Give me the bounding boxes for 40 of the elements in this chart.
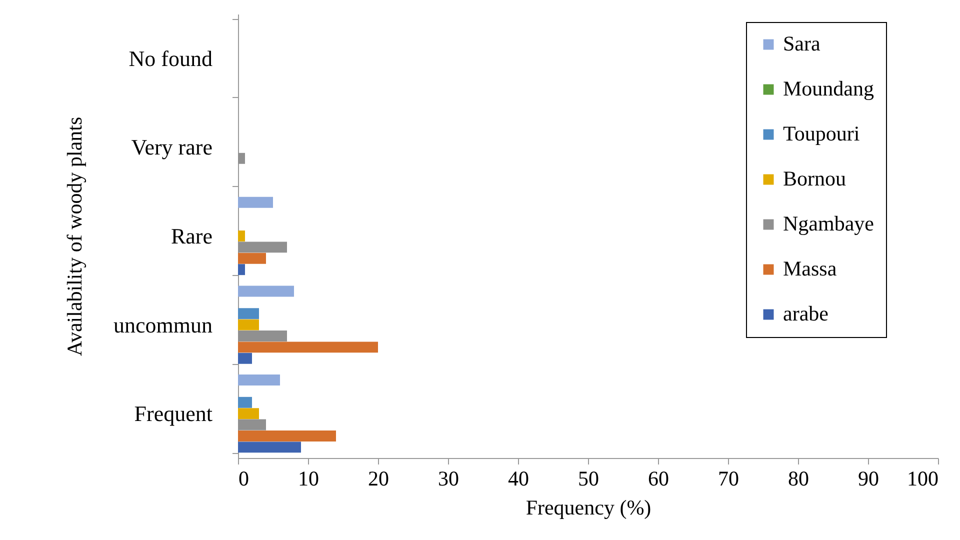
bar — [238, 330, 287, 342]
y-axis-title: Availability of woody plants — [62, 116, 87, 356]
y-tick-label: Frequent — [134, 401, 212, 426]
bar — [238, 286, 294, 297]
x-tick-label: 30 — [438, 466, 459, 490]
bar — [238, 230, 245, 242]
x-tick-label: 90 — [858, 466, 879, 490]
legend-label: Sara — [783, 32, 821, 56]
bar — [238, 319, 259, 330]
x-tick-label: 60 — [648, 466, 669, 490]
legend-label: arabe — [783, 302, 828, 326]
y-tick-label: No found — [128, 46, 212, 71]
y-tick-label: Rare — [170, 224, 212, 248]
y-tick-label: Very rare — [131, 134, 212, 160]
bar — [238, 408, 259, 420]
x-tick-label: 70 — [718, 466, 739, 490]
x-axis-title: Frequency (%) — [526, 496, 652, 520]
legend-label: Bornou — [783, 166, 846, 190]
x-tick-label: 50 — [578, 466, 599, 490]
x-tick-label: 20 — [368, 466, 389, 490]
bar — [238, 252, 266, 264]
bar — [238, 430, 336, 442]
bar — [238, 352, 252, 364]
y-tick-label: uncommun — [114, 312, 212, 338]
legend-label: Moundang — [783, 76, 874, 100]
x-tick-label: 40 — [508, 466, 529, 490]
bar — [238, 396, 252, 408]
bar — [238, 264, 245, 276]
legend-label: Ngambaye — [783, 212, 874, 236]
bar — [238, 374, 280, 386]
x-tick-label: 80 — [788, 466, 809, 490]
bar — [238, 342, 378, 353]
x-tick-label: 0 — [238, 466, 249, 490]
legend-label: Massa — [783, 256, 838, 280]
bar — [238, 308, 259, 320]
legend-label: Toupouri — [783, 122, 860, 146]
bar — [238, 442, 301, 453]
x-tick-label: 10 — [298, 466, 319, 490]
x-tick-label: 100 — [907, 466, 938, 490]
bar — [238, 196, 273, 208]
